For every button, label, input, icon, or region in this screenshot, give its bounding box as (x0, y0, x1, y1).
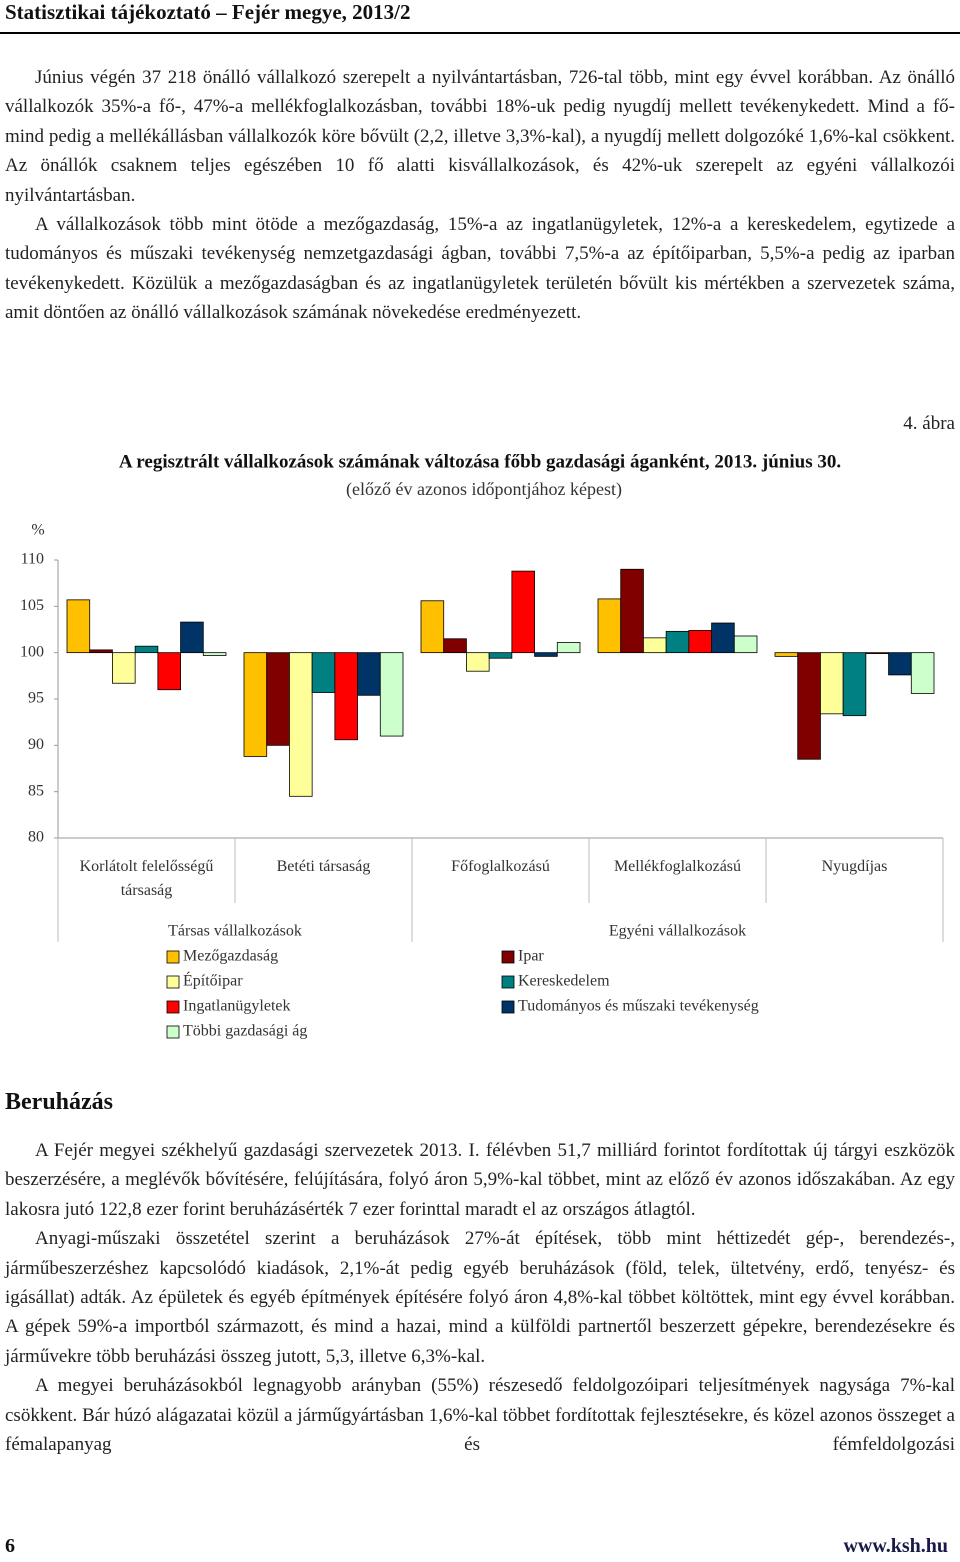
y-tick-label: 95 (28, 690, 44, 707)
bar (66, 599, 91, 654)
text-block: A Fejér megyei székhelyű gazdasági szerv… (5, 1136, 955, 1459)
bar (379, 652, 404, 737)
y-axis-unit: % (31, 522, 44, 539)
bar (289, 652, 313, 797)
bar (180, 621, 204, 654)
legend-swatch (501, 1000, 515, 1014)
legend-label: Mezőgazdaság (183, 948, 278, 965)
paragraph: Anyagi-műszaki összetétel szerint a beru… (5, 1228, 955, 1367)
bar (112, 652, 136, 684)
x-tick-label: Mellékfoglalkozású (613, 858, 742, 875)
bar (842, 652, 867, 717)
bar (774, 652, 799, 657)
bar (688, 630, 712, 654)
footer-url[interactable]: www.ksh.hu (843, 1535, 948, 1557)
header-rule (0, 32, 960, 34)
x-tick-label: Nyugdíjas (821, 858, 888, 875)
category-group-label: Társas vállalkozások (168, 923, 302, 940)
bar (443, 638, 467, 654)
x-tick-label: Korlátolt felelősségű társaság (79, 858, 214, 899)
y-tick-label: 100 (20, 643, 44, 660)
x-tick-label: Főfoglalkozású (451, 858, 550, 875)
bar (357, 652, 381, 696)
paragraph: A megyei beruházásokból legnagyobb arány… (5, 1375, 955, 1456)
bar (311, 652, 336, 693)
bar (888, 652, 912, 676)
bar (134, 645, 159, 654)
y-tick-label: 90 (28, 736, 44, 753)
category-group-label: Egyéni vállalkozások (609, 923, 746, 940)
legend-label: Építőipar (183, 971, 243, 990)
bar (488, 652, 513, 659)
bar (643, 637, 667, 654)
chart-title: A regisztrált vállalkozások számának vál… (119, 451, 841, 472)
paragraph: A Fejér megyei székhelyű gazdasági szerv… (5, 1140, 955, 1220)
legend-swatch (501, 950, 515, 964)
bar (157, 652, 181, 691)
page-number: 6 (5, 1535, 15, 1557)
y-tick-label: 105 (20, 597, 44, 614)
bar (534, 652, 558, 657)
legend-label: Ingatlanügyletek (183, 998, 291, 1015)
legend-swatch (501, 975, 515, 989)
text-block: Június végén 37 218 önálló vállalkozó sz… (5, 63, 955, 328)
bar (597, 598, 622, 654)
x-tick-label-box: Nyugdíjas (821, 858, 888, 875)
x-tick-label-box: Betéti társaság (276, 858, 371, 875)
bar (620, 568, 644, 654)
legend-label: Ipar (518, 948, 544, 965)
bar (266, 652, 290, 746)
bar (556, 642, 581, 654)
bar (910, 652, 935, 694)
header-title: Statisztikai tájékoztató – Fejér megye, … (5, 0, 411, 24)
x-tick-label: Betéti társaság (276, 858, 371, 875)
legend-label: Kereskedelem (518, 973, 610, 990)
y-tick-label: 85 (28, 782, 44, 799)
bar (797, 652, 821, 760)
legend-label: Többi gazdasági ág (183, 1023, 307, 1040)
bar (733, 635, 758, 654)
bar (820, 652, 844, 715)
bar (89, 649, 113, 654)
legend-swatch (166, 1000, 180, 1014)
legend-swatch (166, 975, 180, 989)
legend-swatch (166, 950, 180, 964)
section-title: Beruházás (5, 1089, 113, 1115)
x-tick-label-box: Mellékfoglalkozású (613, 858, 742, 875)
bar (334, 652, 358, 741)
x-tick-label-box: Korlátolt felelősségű társaság (79, 858, 214, 899)
bar (202, 652, 227, 656)
legend-label: Tudományos és műszaki tevékenység (518, 998, 759, 1015)
paragraph: A vállalkozások több mint ötöde a mezőga… (5, 214, 955, 324)
paragraph: Június végén 37 218 önálló vállalkozó sz… (5, 67, 955, 206)
bar (420, 600, 445, 654)
legend-swatch (166, 1025, 180, 1039)
chart-subtitle: (előző év azonos időpontjához képest) (346, 479, 622, 500)
y-tick-label: 110 (21, 551, 44, 568)
bar (466, 652, 490, 672)
x-tick-label-box: Főfoglalkozású (451, 858, 550, 875)
bar (511, 570, 535, 654)
bar (243, 652, 268, 757)
bar (711, 622, 735, 654)
bar (865, 652, 889, 654)
y-tick-label: 80 (28, 829, 44, 846)
figure-label: 4. ábra (903, 413, 955, 434)
bar (665, 630, 690, 654)
